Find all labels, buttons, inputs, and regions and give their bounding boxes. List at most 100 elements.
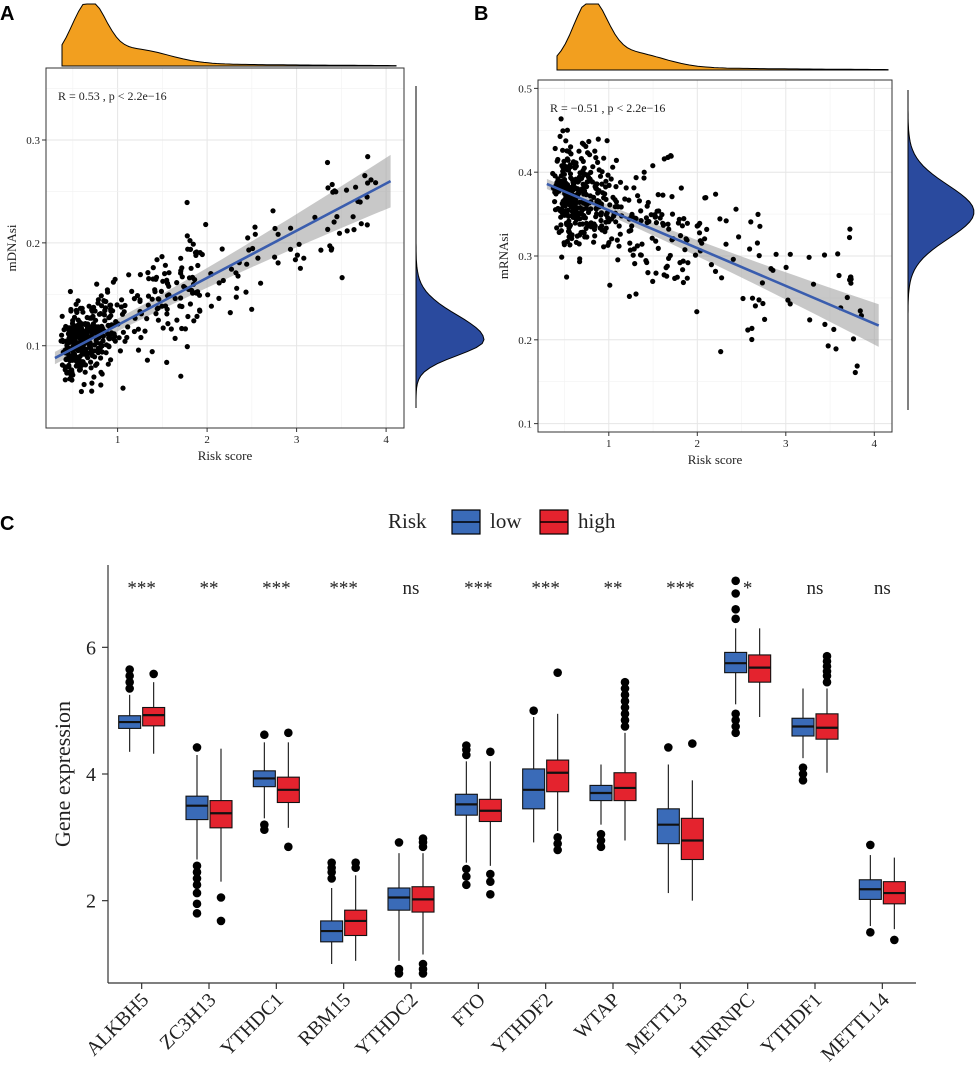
data-point	[563, 138, 569, 144]
data-point	[119, 297, 125, 303]
x-tick-label: 3	[294, 434, 300, 446]
data-point	[145, 302, 151, 308]
data-point	[754, 240, 761, 246]
data-point	[138, 334, 144, 341]
outlier-point	[284, 728, 293, 738]
data-point	[258, 280, 264, 286]
data-point	[159, 303, 165, 309]
data-point	[95, 297, 101, 303]
significance-label: ns	[874, 578, 891, 599]
data-point	[287, 246, 294, 252]
data-point	[661, 272, 667, 278]
data-point	[596, 198, 602, 205]
data-point	[88, 359, 94, 365]
data-point	[185, 246, 191, 252]
data-point	[365, 180, 371, 186]
data-point	[343, 187, 350, 193]
data-point	[353, 184, 359, 190]
data-point	[580, 158, 586, 164]
data-point	[228, 266, 235, 272]
data-point	[219, 246, 225, 252]
data-point	[617, 231, 623, 237]
y-tick-label: 0.1	[26, 341, 40, 353]
data-point	[590, 164, 596, 170]
outlier-point	[192, 909, 202, 918]
scatter-panel-b: B 1 2 3 4 0.1 0.2 0.3 0.4 0.5 R = −0.51 , p < 2.…	[474, 3, 975, 467]
data-point	[331, 219, 337, 225]
significance-label: ***	[127, 578, 156, 599]
data-point	[599, 181, 605, 187]
data-point	[568, 144, 574, 150]
data-point	[350, 214, 356, 220]
outlier-point	[731, 728, 740, 738]
data-point	[76, 347, 82, 353]
data-point	[80, 360, 86, 366]
data-point	[585, 174, 592, 180]
outlier-point	[327, 874, 336, 883]
data-point	[203, 221, 209, 228]
data-point	[93, 324, 100, 330]
data-point	[601, 155, 607, 161]
data-point	[648, 212, 654, 218]
outlier-point	[664, 743, 673, 752]
x-tick-label: 1	[115, 434, 121, 446]
data-point	[569, 196, 575, 202]
data-point	[653, 238, 659, 244]
data-point	[627, 240, 633, 246]
data-point	[581, 165, 587, 171]
data-point	[131, 328, 137, 335]
data-point	[638, 218, 644, 224]
y-axis-title-b: mRNAsi	[496, 232, 511, 279]
data-point	[663, 265, 669, 271]
data-point	[110, 279, 116, 285]
data-point	[108, 357, 114, 363]
data-point	[653, 270, 659, 276]
outlier-point	[418, 834, 428, 843]
data-point	[645, 270, 651, 276]
data-point	[631, 185, 637, 191]
marginal-density-top-b	[556, 3, 889, 71]
data-point	[831, 326, 837, 332]
x-tick-label: YTHDC1	[217, 989, 288, 1060]
outlier-point	[125, 677, 134, 687]
data-point	[747, 246, 753, 252]
data-point	[559, 206, 565, 212]
data-point	[150, 265, 156, 271]
data-point	[669, 211, 676, 217]
data-point	[94, 361, 100, 367]
data-point	[730, 256, 736, 262]
data-point	[665, 221, 671, 227]
data-point	[137, 297, 143, 303]
data-point	[852, 369, 858, 376]
data-point	[762, 316, 768, 322]
data-point	[98, 325, 104, 331]
data-point	[69, 357, 75, 363]
data-point	[635, 193, 641, 199]
y-tick-label: 0.3	[518, 251, 532, 263]
x-tick-label: 1	[606, 438, 612, 450]
data-point	[598, 212, 604, 218]
data-point	[565, 157, 571, 163]
data-point	[759, 280, 766, 286]
data-point	[325, 226, 331, 232]
significance-label: ***	[262, 578, 291, 599]
data-point	[164, 359, 170, 365]
data-point	[82, 369, 88, 375]
data-point	[159, 254, 165, 260]
significance-label: ***	[329, 578, 358, 599]
data-point	[74, 309, 80, 315]
data-point	[178, 295, 184, 301]
data-point	[598, 217, 604, 224]
x-axis-title-b: Risk score	[688, 452, 743, 467]
data-point	[137, 272, 143, 278]
data-point	[66, 352, 72, 358]
outlier-point	[529, 706, 538, 715]
outlier-point	[260, 825, 269, 835]
data-point	[608, 176, 614, 182]
data-point	[745, 327, 751, 333]
x-tick-label: HNRNPC	[686, 989, 759, 1062]
data-point	[179, 303, 185, 310]
data-point	[692, 252, 699, 258]
data-point	[593, 205, 599, 211]
data-point	[623, 185, 629, 191]
